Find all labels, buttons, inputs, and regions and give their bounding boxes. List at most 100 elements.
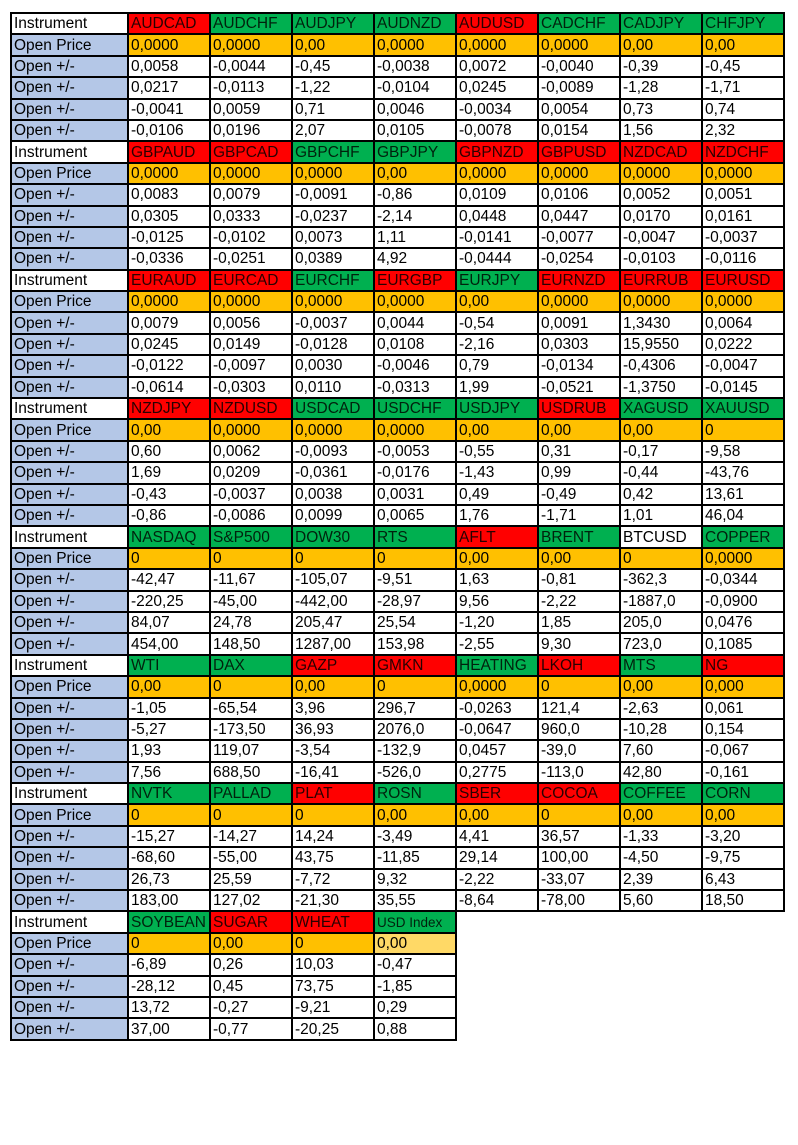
open-price-cell[interactable]: 0,0000 — [537, 33, 621, 57]
open-change-cell[interactable]: 0,60 — [127, 439, 211, 464]
open-price-cell[interactable]: 0,00 — [455, 290, 539, 314]
open-price-cell[interactable]: 0 — [537, 803, 621, 827]
open-change-cell[interactable]: 13,72 — [127, 995, 211, 1020]
open-price-cell[interactable]: 0,00 — [701, 33, 785, 57]
open-change-cell[interactable]: -0,0336 — [127, 247, 211, 271]
open-change-cell[interactable]: -0,0113 — [209, 76, 293, 100]
open-change-cell[interactable]: 7,56 — [127, 760, 211, 785]
open-change-cell[interactable]: 0,45 — [209, 974, 293, 998]
open-change-cell[interactable]: -10,28 — [619, 717, 703, 742]
open-price-cell[interactable]: 0,00 — [127, 675, 211, 699]
open-change-cell[interactable]: 0,99 — [537, 461, 621, 485]
open-change-cell[interactable]: 14,24 — [291, 824, 375, 849]
open-change-cell[interactable]: 0,0303 — [537, 332, 621, 357]
open-price-cell[interactable]: 0,0000 — [455, 675, 539, 699]
open-change-cell[interactable]: 0,154 — [701, 717, 785, 742]
open-change-cell[interactable]: 0,0079 — [209, 183, 293, 207]
instrument-name-cell[interactable]: GBPCAD — [209, 140, 293, 164]
open-change-cell[interactable]: 36,93 — [291, 717, 375, 742]
open-price-cell[interactable]: 0,0000 — [209, 290, 293, 314]
open-change-cell[interactable]: 0,0209 — [209, 461, 293, 485]
open-change-cell[interactable]: -0,0900 — [701, 589, 785, 613]
instrument-name-cell[interactable]: COFFEE — [619, 782, 703, 806]
instrument-name-cell[interactable]: PALLAD — [209, 782, 293, 806]
open-change-cell[interactable]: 1,76 — [455, 503, 539, 528]
instrument-name-cell[interactable]: SOYBEAN — [127, 910, 211, 934]
open-change-cell[interactable]: -0,55 — [455, 439, 539, 464]
open-price-cell[interactable]: 0 — [291, 546, 375, 571]
open-price-cell[interactable]: 0 — [537, 675, 621, 699]
open-change-cell[interactable]: 7,60 — [619, 739, 703, 763]
open-price-cell[interactable]: 0 — [127, 546, 211, 571]
open-change-cell[interactable]: -0,0614 — [127, 375, 211, 400]
instrument-name-cell[interactable]: USD Index — [373, 910, 457, 934]
open-price-cell[interactable]: 0,0000 — [455, 33, 539, 57]
open-change-cell[interactable]: -526,0 — [373, 760, 457, 785]
open-price-cell[interactable]: 0 — [127, 931, 211, 956]
open-change-cell[interactable]: 73,75 — [291, 974, 375, 998]
open-change-cell[interactable]: 0,0030 — [291, 354, 375, 378]
open-change-cell[interactable]: 0,0054 — [537, 97, 621, 121]
open-change-cell[interactable]: -7,72 — [291, 867, 375, 892]
open-change-cell[interactable]: -0,39 — [619, 54, 703, 79]
instrument-name-cell[interactable]: CORN — [701, 782, 785, 806]
open-change-cell[interactable]: 13,61 — [701, 482, 785, 507]
instrument-name-cell[interactable]: CADJPY — [619, 11, 703, 36]
open-change-cell[interactable]: 0,79 — [455, 354, 539, 378]
open-change-cell[interactable]: 0,49 — [455, 482, 539, 507]
open-change-cell[interactable]: 723,0 — [619, 632, 703, 656]
open-change-cell[interactable]: 25,54 — [373, 610, 457, 635]
open-change-cell[interactable]: -9,58 — [701, 439, 785, 464]
open-change-cell[interactable]: 183,00 — [127, 888, 211, 913]
open-change-cell[interactable]: 0,74 — [701, 97, 785, 121]
instrument-name-cell[interactable]: USDCHF — [373, 397, 457, 421]
instrument-name-cell[interactable]: CADCHF — [537, 11, 621, 36]
open-change-cell[interactable]: -0,0361 — [291, 461, 375, 485]
open-change-cell[interactable]: 0,0079 — [127, 311, 211, 335]
instrument-name-cell[interactable]: COCOA — [537, 782, 621, 806]
open-change-cell[interactable]: -42,47 — [127, 568, 211, 592]
open-change-cell[interactable]: -1,20 — [455, 610, 539, 635]
open-change-cell[interactable]: -0,86 — [127, 503, 211, 528]
instrument-name-cell[interactable]: ROSN — [373, 782, 457, 806]
open-change-cell[interactable]: 25,59 — [209, 867, 293, 892]
open-change-cell[interactable]: 0,29 — [373, 995, 457, 1020]
open-change-cell[interactable]: 0,0052 — [619, 183, 703, 207]
open-price-cell[interactable]: 0,00 — [619, 803, 703, 827]
open-change-cell[interactable]: -0,0034 — [455, 97, 539, 121]
instrument-name-cell[interactable]: MTS — [619, 653, 703, 678]
open-change-cell[interactable]: -0,0251 — [209, 247, 293, 271]
open-change-cell[interactable]: 2,39 — [619, 867, 703, 892]
open-price-cell[interactable]: 0,00 — [619, 33, 703, 57]
instrument-name-cell[interactable]: NVTK — [127, 782, 211, 806]
open-change-cell[interactable]: -0,0044 — [209, 54, 293, 79]
open-change-cell[interactable]: -33,07 — [537, 867, 621, 892]
open-price-cell[interactable]: 0,00 — [127, 418, 211, 442]
open-change-cell[interactable]: -0,0134 — [537, 354, 621, 378]
open-change-cell[interactable]: 0,0046 — [373, 97, 457, 121]
instrument-name-cell[interactable]: CHFJPY — [701, 11, 785, 36]
open-change-cell[interactable]: -0,0037 — [209, 482, 293, 507]
open-change-cell[interactable]: -0,067 — [701, 739, 785, 763]
instrument-name-cell[interactable]: XAGUSD — [619, 397, 703, 421]
open-change-cell[interactable]: -0,0103 — [619, 247, 703, 271]
open-price-cell[interactable]: 0 — [127, 803, 211, 827]
open-price-cell[interactable]: 0,000 — [701, 675, 785, 699]
open-change-cell[interactable]: 0,0389 — [291, 247, 375, 271]
open-change-cell[interactable]: 42,80 — [619, 760, 703, 785]
open-change-cell[interactable]: -1,33 — [619, 824, 703, 849]
open-change-cell[interactable]: 1,01 — [619, 503, 703, 528]
open-change-cell[interactable]: -0,0046 — [373, 354, 457, 378]
open-change-cell[interactable]: 0,2775 — [455, 760, 539, 785]
open-change-cell[interactable]: -0,0237 — [291, 204, 375, 228]
open-price-cell[interactable]: 0,00 — [455, 418, 539, 442]
open-change-cell[interactable]: -28,12 — [127, 974, 211, 998]
open-change-cell[interactable]: -0,0093 — [291, 439, 375, 464]
instrument-name-cell[interactable]: GBPCHF — [291, 140, 375, 164]
open-change-cell[interactable]: 36,57 — [537, 824, 621, 849]
instrument-name-cell[interactable]: EURJPY — [455, 268, 539, 293]
instrument-name-cell[interactable]: EURGBP — [373, 268, 457, 293]
open-change-cell[interactable]: 1,63 — [455, 568, 539, 592]
open-change-cell[interactable]: -5,27 — [127, 717, 211, 742]
open-change-cell[interactable]: 0,0245 — [127, 332, 211, 357]
